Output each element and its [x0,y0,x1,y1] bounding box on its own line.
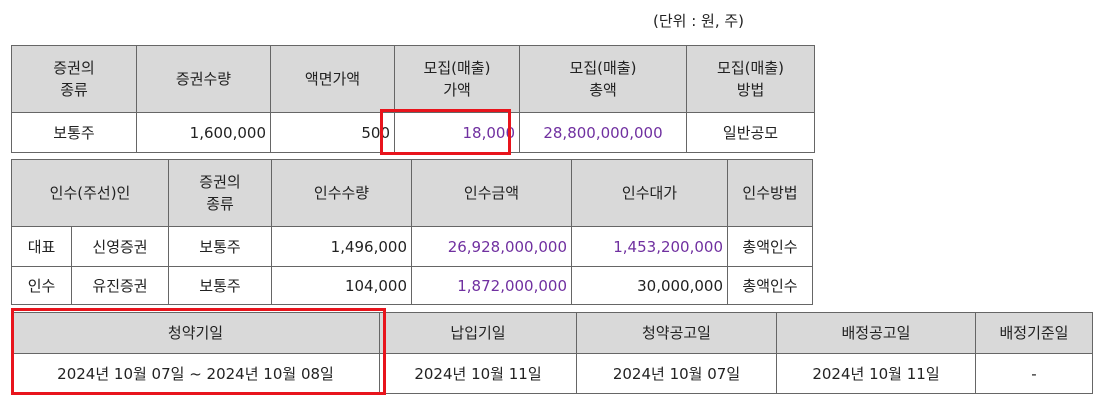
header-uw-amount: 인수금액 [411,159,572,227]
offering-face-value: 500 [270,112,395,153]
header-payment-date: 납입기일 [379,312,577,354]
header-subscription-date: 청약기일 [11,312,380,354]
uw-quantity: 1,496,000 [271,226,412,267]
subscription-notice-date: 2024년 10월 07일 [576,353,777,394]
uw-quantity: 104,000 [271,266,412,305]
offer-price-highlight [380,109,511,155]
uw-name: 신영증권 [71,226,169,267]
header-underwriter: 인수(주선)인 [11,159,169,227]
allocation-notice-date: 2024년 10월 11일 [776,353,976,394]
header-security-type: 증권의 종류 [11,45,137,113]
uw-role: 대표 [11,226,72,267]
underwriting-table: 인수(주선)인 증권의 종류 인수수량 인수금액 인수대가 인수방법 대표 신영증… [11,159,813,305]
header-quantity: 증권수량 [136,45,271,113]
header-allocation-record-date: 배정기준일 [975,312,1093,354]
unit-note: (단위 : 원, 주) [653,12,745,30]
offering-price: 18,000 [394,112,520,153]
uw-name: 유진증권 [71,266,169,305]
header-allocation-notice-date: 배정공고일 [776,312,976,354]
header-uw-quantity: 인수수량 [271,159,412,227]
allocation-record-date: - [975,353,1093,394]
uw-fee: 30,000,000 [571,266,728,305]
table-row: 대표 신영증권 보통주 1,496,000 26,928,000,000 1,4… [11,226,813,267]
uw-fee: 1,453,200,000 [571,226,728,267]
header-uw-security-type: 증권의 종류 [168,159,272,227]
subscription-date-highlight [11,308,386,395]
offering-method: 일반공모 [686,112,815,153]
uw-role: 인수 [11,266,72,305]
header-uw-fee: 인수대가 [571,159,728,227]
offering-total: 28,800,000,000 [519,112,687,153]
payment-date: 2024년 10월 11일 [379,353,577,394]
uw-security-type: 보통주 [168,226,272,267]
schedule-table: 청약기일 납입기일 청약공고일 배정공고일 배정기준일 2024년 10월 07… [11,312,1093,394]
header-face-value: 액면가액 [270,45,395,113]
uw-method: 총액인수 [727,226,813,267]
uw-security-type: 보통주 [168,266,272,305]
uw-method: 총액인수 [727,266,813,305]
header-offer-price: 모집(매출) 가액 [394,45,520,113]
uw-amount: 1,872,000,000 [411,266,572,305]
offering-quantity: 1,600,000 [136,112,271,153]
header-subscription-notice-date: 청약공고일 [576,312,777,354]
offering-table: 증권의 종류 증권수량 액면가액 모집(매출) 가액 모집(매출) 총액 모집(매출)… [11,45,815,153]
header-uw-method: 인수방법 [727,159,813,227]
header-offer-total: 모집(매출) 총액 [519,45,687,113]
offering-security-type: 보통주 [11,112,137,153]
table-row: 인수 유진증권 보통주 104,000 1,872,000,000 30,000… [11,266,813,305]
header-offer-method: 모집(매출) 방법 [686,45,815,113]
uw-amount: 26,928,000,000 [411,226,572,267]
